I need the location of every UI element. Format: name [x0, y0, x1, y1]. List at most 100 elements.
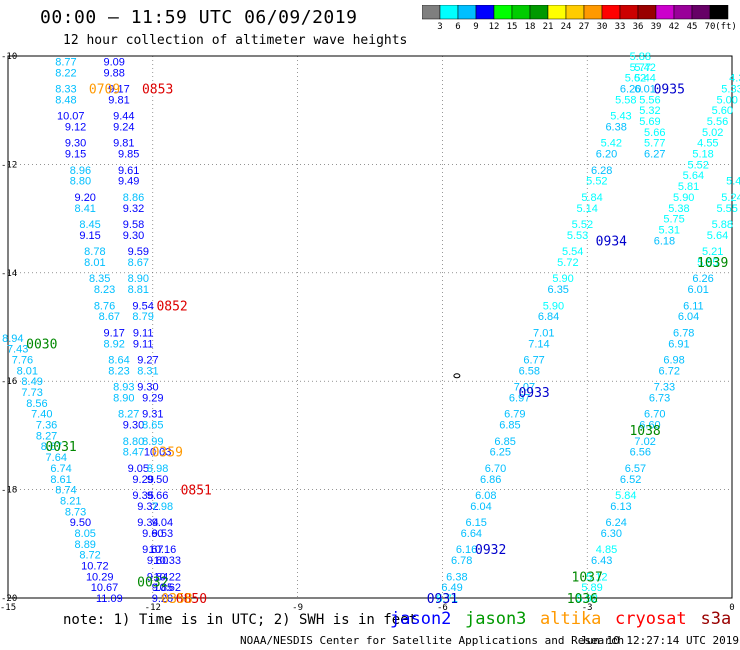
swh-value: 5.42	[601, 138, 622, 150]
swh-value: 9.35	[132, 490, 153, 502]
x-tick-label: -6	[437, 603, 448, 613]
pass-time-label: 1038	[629, 424, 660, 439]
swh-value: 5.52	[586, 176, 607, 188]
swh-value: 8.23	[94, 284, 115, 296]
swh-value: 4.3	[729, 73, 740, 85]
swh-value: 6.13	[610, 501, 631, 513]
color-scale-tick: 15	[506, 22, 518, 32]
swh-value: 10.03	[144, 447, 172, 459]
color-scale-tick: 18	[524, 22, 536, 32]
pass-time-label: 0709	[89, 83, 120, 98]
swh-value: 7.36	[36, 420, 57, 432]
swh-value: 6.85	[499, 420, 520, 432]
swh-value: 9.12	[65, 121, 86, 133]
x-tick-label: -9	[292, 603, 303, 613]
swh-value: 5.44	[634, 73, 655, 85]
swh-value: 6.64	[461, 528, 482, 540]
swh-value: 7.07	[514, 382, 535, 394]
swh-value: 7.40	[31, 409, 52, 421]
swh-value: 11.09	[96, 593, 123, 605]
swh-value: 8.22	[55, 67, 76, 79]
swh-value: 5.71	[437, 593, 458, 605]
swh-value: 4.85	[596, 544, 617, 556]
color-scale-tick: 12	[488, 22, 500, 32]
swh-value: 8.27	[118, 409, 139, 421]
swh-value: 5.12	[586, 571, 607, 583]
swh-value: 5.64	[683, 170, 704, 182]
swh-value: 6.77	[523, 355, 544, 367]
swh-value: 5.55	[716, 203, 737, 215]
swh-value: 8.67	[128, 257, 149, 269]
swh-value: 8.64	[108, 355, 129, 367]
swh-value: 9.54	[132, 300, 153, 312]
swh-value: 5.72	[557, 257, 578, 269]
swh-value: 9.66	[147, 490, 168, 502]
swh-value: 8.65	[142, 420, 163, 432]
swh-value: 6.52	[620, 474, 641, 486]
swh-value: 8.49	[21, 376, 42, 388]
swh-value: 10.33	[154, 555, 182, 567]
pass-time-label: 0031	[45, 440, 76, 455]
swh-value: 6.72	[659, 365, 680, 377]
swh-value: 6.26	[692, 273, 713, 285]
swh-value: 5.92	[576, 593, 597, 605]
swh-value: 5.00	[716, 94, 737, 106]
swh-value: 9.85	[152, 582, 173, 594]
swh-value: 9.30	[65, 138, 86, 150]
footer-timestamp: Jun 10 12:27:14 UTC 2019	[580, 634, 739, 647]
swh-value: 6.60	[639, 420, 660, 432]
swh-value: 8.05	[75, 528, 96, 540]
swh-value: 5.89	[581, 582, 602, 594]
swh-value: 7.98	[152, 501, 173, 513]
x-tick-label: -3	[582, 603, 593, 613]
color-scale-tick: 9	[473, 22, 479, 32]
swh-value: 8.31	[137, 365, 158, 377]
swh-value: 6.08	[475, 490, 496, 502]
swh-value: 7.64	[46, 452, 67, 464]
swh-value: 9.85	[118, 149, 139, 161]
legend-entry-cryosat: cryosat	[615, 609, 687, 629]
swh-value: 5.60	[712, 105, 733, 117]
swh-value: 6.18	[654, 235, 675, 247]
pass-time-label: 0934	[596, 234, 627, 249]
swh-value: 5.55	[697, 257, 718, 269]
y-tick-label: -20	[1, 594, 17, 604]
swh-value: 6.16	[456, 544, 477, 556]
swh-value: 8.79	[132, 311, 153, 323]
swh-value: 8.78	[84, 246, 105, 258]
swh-value: 6.15	[465, 517, 486, 529]
x-tick-label: 0	[729, 603, 734, 613]
swh-value: 9.30	[137, 382, 158, 394]
swh-value: 10.22	[154, 571, 182, 583]
track-east-2: 5.925.895.126.434.856.306.246.135.846.52…	[576, 176, 740, 605]
swh-value: 5.90	[673, 192, 694, 204]
swh-value: 5.24	[721, 192, 740, 204]
swh-value: 7.73	[21, 387, 42, 399]
swh-value: 6.84	[538, 311, 559, 323]
color-scale-tick: 6	[455, 22, 461, 32]
swh-value: 8.01	[84, 257, 105, 269]
swh-value: 7.33	[654, 382, 675, 394]
swh-value: 9.61	[118, 165, 139, 177]
swh-value: 6.04	[678, 311, 699, 323]
units-note: note: 1) Time is in UTC; 2) SWH is in fe…	[63, 612, 418, 628]
swh-value: 6.73	[649, 392, 670, 404]
swh-value: 8.92	[103, 338, 124, 350]
swh-value: 5.52	[688, 159, 709, 171]
swh-value: 4.55	[697, 138, 718, 150]
swh-value: 8.94	[2, 333, 23, 345]
swh-value: 9.59	[128, 246, 149, 258]
swh-value: 8.80	[123, 436, 144, 448]
color-scale-tick: 70	[704, 22, 716, 32]
color-swatch	[709, 5, 729, 20]
swh-value: 9.17	[108, 84, 129, 96]
swh-value: 9.05	[128, 463, 149, 475]
swh-value: 5.14	[576, 203, 597, 215]
color-scale-bar	[422, 5, 729, 20]
swh-value: 5.18	[692, 149, 713, 161]
pass-time-label: 0935	[654, 83, 685, 98]
swh-value: 8.01	[17, 365, 38, 377]
y-tick-label: -10	[1, 52, 17, 62]
swh-value: 9.29	[132, 474, 153, 486]
swh-value: 5.90	[552, 273, 573, 285]
